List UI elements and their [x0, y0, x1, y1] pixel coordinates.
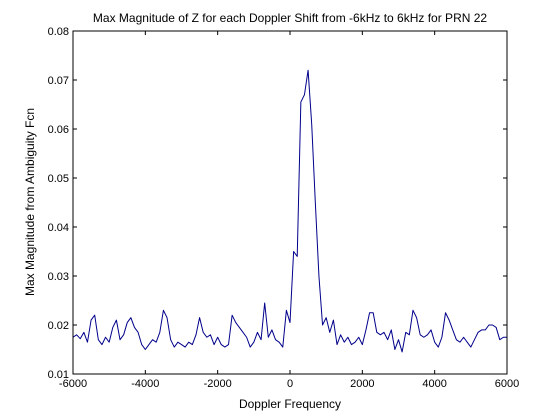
y-tick-label: 0.02 [48, 320, 69, 332]
x-tick-label: -4000 [131, 378, 159, 390]
chart-title: Max Magnitude of Z for each Doppler Shif… [93, 11, 487, 25]
y-tick-label: 0.01 [48, 369, 69, 381]
x-tick-label: 4000 [422, 378, 446, 390]
ticks-group: -6000 -4000 -2000 0 2000 4000 6000 0.01 0.02 0.03… [48, 26, 520, 390]
y-tick-label: 0.05 [48, 173, 69, 185]
series-line [72, 69, 507, 353]
series-group [72, 69, 507, 353]
y-tick-label: 0.07 [48, 75, 69, 87]
y-tick-label: 0.06 [48, 124, 69, 136]
plot-frame [72, 30, 508, 375]
y-tick-label: 0.03 [48, 271, 69, 283]
x-tick-label: 6000 [495, 378, 519, 390]
y-axis-label: Max Magnitude from Ambiguity Fcn [23, 108, 37, 296]
y-tick-label: 0.08 [48, 26, 69, 38]
x-tick-label: -2000 [204, 378, 232, 390]
x-tick-label: 2000 [350, 378, 374, 390]
x-axis-label: Doppler Frequency [239, 397, 341, 411]
y-tick-label: 0.04 [48, 222, 69, 234]
x-tick-label: -6000 [59, 378, 87, 390]
x-tick-label: 0 [287, 378, 293, 390]
